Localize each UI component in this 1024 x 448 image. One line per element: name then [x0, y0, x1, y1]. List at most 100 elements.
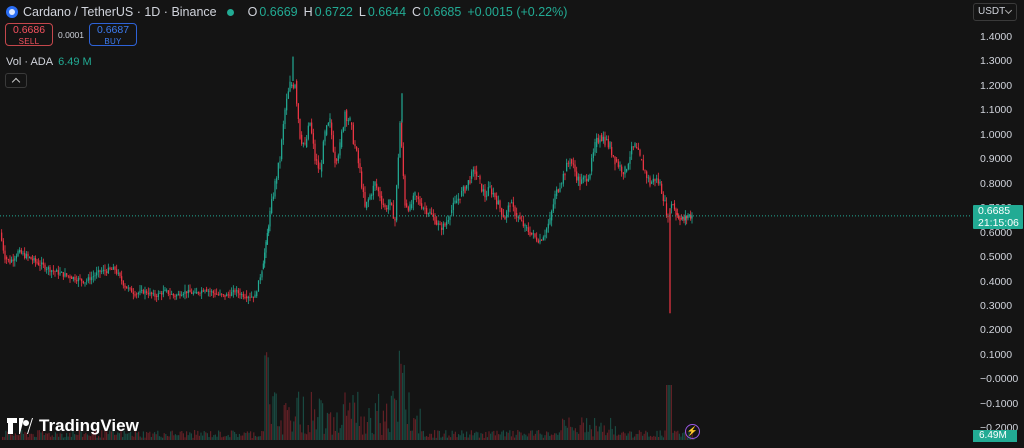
high-label: H [303, 5, 313, 19]
collapse-legend-button[interactable] [5, 73, 27, 88]
volume-bar [523, 433, 525, 440]
volume-bar [195, 434, 197, 440]
candle-body [277, 162, 279, 179]
volume-bar [483, 437, 485, 440]
candle-body [127, 287, 129, 289]
volume-bar [466, 431, 468, 440]
candle-body [607, 138, 609, 148]
volume-bar [154, 432, 156, 440]
candle-body [576, 171, 578, 181]
volume-bar [42, 431, 44, 440]
volume-bar [571, 427, 573, 440]
volume-bar [325, 428, 327, 440]
price-candles [1, 75, 693, 305]
candle-body [131, 288, 133, 293]
candle-body [487, 187, 489, 196]
volume-bar [178, 435, 180, 440]
volume-bar [443, 433, 445, 440]
currency-selector[interactable]: USDT [973, 3, 1017, 21]
candle-body [46, 269, 48, 271]
candle-body [47, 267, 49, 270]
candle-body [524, 224, 526, 227]
volume-bar [626, 435, 628, 440]
candle-body [587, 178, 589, 182]
volume-bar [536, 430, 538, 440]
candle-body [502, 214, 504, 217]
candle-body [665, 203, 668, 216]
volume-bar [24, 431, 26, 440]
volume-bar [379, 423, 381, 440]
volume-bar [253, 432, 255, 440]
candle-body [617, 161, 619, 167]
candle-body [676, 213, 678, 216]
volume-bar [498, 434, 500, 440]
volume-bar [515, 434, 517, 440]
candle-body [79, 278, 81, 279]
volume-bar [59, 433, 61, 440]
candle-body [112, 267, 114, 270]
candle-body [326, 125, 328, 135]
volume-bar [382, 410, 384, 440]
candle-body [64, 273, 66, 277]
volume-bar [616, 435, 618, 440]
candle-body [1, 232, 3, 241]
candle-body [336, 159, 338, 161]
candle-body [287, 91, 289, 99]
volume-legend[interactable]: Vol · ADA 6.49 M [6, 56, 92, 68]
candle-body [309, 122, 311, 126]
candle-body [482, 189, 484, 192]
candle-body [15, 256, 17, 259]
volume-bar [430, 433, 432, 440]
candle-body [82, 281, 84, 284]
candle-body [611, 147, 613, 156]
sell-button[interactable]: 0.6686 SELL [5, 23, 53, 46]
candle-body [572, 163, 574, 165]
volume-bar [272, 396, 274, 440]
volume-bar [192, 437, 194, 440]
volume-bar [150, 437, 152, 440]
volume-bar [190, 433, 192, 440]
candle-body [297, 103, 299, 119]
volume-bar [254, 435, 256, 440]
volume-bar [115, 434, 117, 440]
candle-body [644, 170, 646, 172]
candle-body [486, 195, 488, 197]
volume-bar [445, 430, 447, 440]
volume-bar [531, 430, 533, 440]
candle-body [634, 143, 636, 148]
volume-bar [280, 420, 282, 440]
volume-bar [342, 404, 344, 440]
candle-body [682, 217, 684, 219]
candle-body [74, 277, 76, 281]
volume-bar [450, 437, 452, 440]
candle-body [324, 131, 326, 142]
volume-bar [403, 365, 405, 440]
candle-body [126, 286, 128, 289]
candle-body [244, 297, 246, 298]
candle-body [519, 216, 521, 220]
volume-bar [160, 436, 162, 440]
volume-bar [538, 430, 540, 440]
lightning-icon[interactable]: ⚡ [685, 424, 700, 439]
candle-body [211, 291, 213, 293]
volume-bar [632, 437, 634, 440]
volume-bar [309, 432, 311, 440]
volume-bar [315, 429, 317, 440]
volume-bar [320, 400, 322, 440]
candle-body [179, 293, 181, 296]
buy-button[interactable]: 0.6687 BUY [89, 23, 137, 46]
volume-value: 6.49 M [58, 56, 92, 68]
volume-bar [598, 426, 600, 440]
candle-body [376, 183, 378, 188]
volume-bar [238, 433, 240, 440]
candle-body [366, 201, 368, 209]
symbol-title[interactable]: Cardano / TetherUS · 1D · Binance [23, 5, 217, 19]
volume-bar [101, 430, 103, 440]
tradingview-logo[interactable]: TradingView [7, 416, 139, 436]
volume-bar [235, 433, 237, 440]
candle-body [152, 293, 154, 295]
candle-body [184, 290, 186, 294]
volume-bar [222, 436, 224, 440]
volume-bar [242, 435, 244, 440]
